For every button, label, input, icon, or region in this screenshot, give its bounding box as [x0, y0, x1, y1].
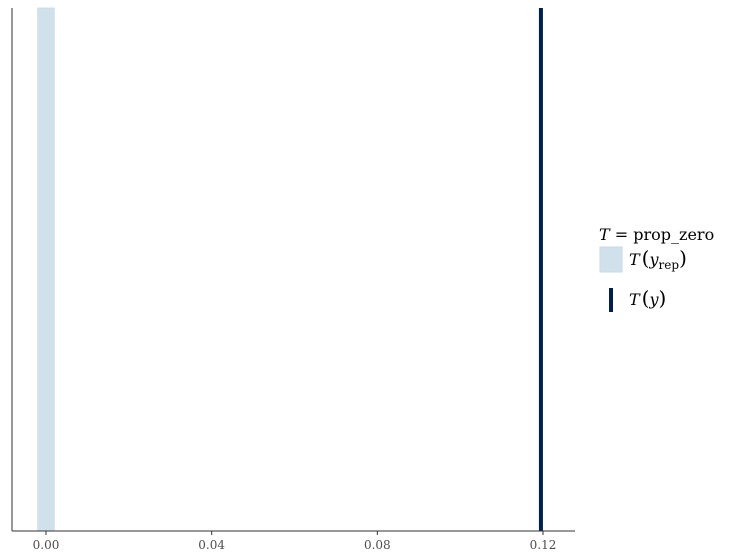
x-axis-ticks: 0.00 0.04 0.08 0.12 [33, 531, 557, 552]
legend-label-yrep: T (yrep) [629, 246, 687, 272]
x-tick-label: 0.04 [198, 538, 225, 552]
x-tick-label: 0.08 [364, 538, 391, 552]
plot-area [37, 7, 543, 532]
legend-label-y: T (y) [629, 286, 666, 310]
legend: T = prop_zero T (yrep) T (y) [599, 225, 714, 312]
x-tick-label: 0.00 [33, 538, 60, 552]
x-tick-label: 0.12 [530, 538, 557, 552]
legend-key-yrep [599, 246, 623, 273]
legend-title: T = prop_zero [599, 225, 714, 244]
histogram-bar-yrep [37, 7, 55, 532]
legend-key-y [609, 288, 613, 312]
